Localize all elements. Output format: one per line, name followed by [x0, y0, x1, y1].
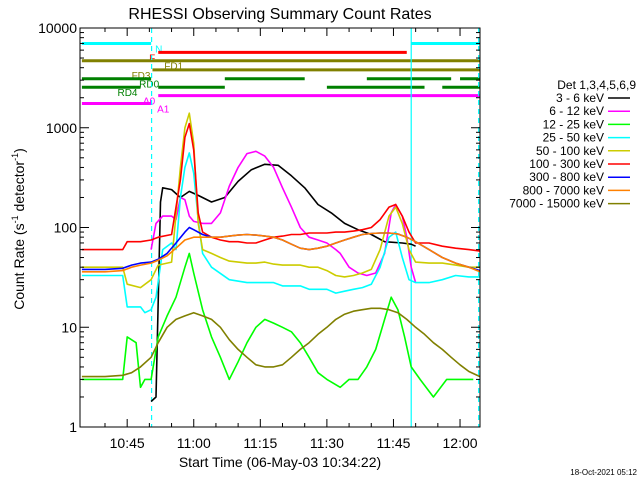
flag-label-fd3: FD3: [132, 71, 151, 82]
legend-label-50-100-kev: 50 - 100 keV: [536, 144, 604, 158]
x-tick-label-12-00: 12:00: [443, 435, 478, 451]
chart-title: RHESSI Observing Summary Count Rates: [128, 6, 431, 23]
y-tick-label-100: 100: [54, 220, 78, 236]
series-line-12-25-kev: [81, 252, 474, 398]
y-tick-label-1: 1: [69, 419, 77, 435]
y-label-text-2: detector: [11, 161, 27, 216]
legend-label-300-800-kev: 300 - 800 keV: [529, 170, 604, 184]
footer-date: 18-Oct-2021 05:12: [570, 468, 637, 477]
y-label-exponent-1: -1: [10, 215, 20, 223]
flag-label-fd1: FD1: [164, 62, 183, 73]
flag-label-a1: A1: [157, 105, 170, 116]
legend-label-12-25-kev: 12 - 25 keV: [543, 117, 604, 131]
legend-label-3-6-kev: 3 - 6 keV: [556, 91, 604, 105]
legend-label-800-7000-kev: 800 - 7000 keV: [523, 183, 604, 197]
x-tick-label-10-45: 10:45: [110, 435, 145, 451]
series-line-7000-15000-kev: [81, 307, 481, 378]
flag-label-f: F: [149, 53, 155, 64]
y-axis-label: Count Rate (s-1 detector-1): [10, 148, 27, 310]
legend-label-6-12-kev: 6 - 12 keV: [549, 104, 604, 118]
y-axis: 1 10 100 1000 10000: [38, 20, 480, 435]
legend-label-25-50-kev: 25 - 50 keV: [543, 131, 604, 145]
x-tick-label-11-00: 11:00: [177, 435, 211, 451]
legend-label-100-300-kev: 100 - 300 keV: [529, 157, 604, 171]
x-axis-label: Start Time (06-May-03 10:34:22): [179, 454, 381, 470]
x-tick-label-11-45: 11:45: [376, 435, 410, 451]
y-tick-label-1000: 1000: [46, 120, 77, 136]
flag-label-rd0: RD0: [139, 80, 159, 91]
flag-bars: NFFD1FD3RD0RD4A0A1: [81, 41, 480, 116]
x-tick-label-11-15: 11:15: [243, 435, 277, 451]
legend-title: Det 1,3,4,5,6,9: [557, 78, 636, 92]
series-line-100-300-kev: [81, 122, 481, 252]
y-label-exponent-2: -1: [10, 153, 20, 161]
x-tick-label-11-30: 11:30: [310, 435, 344, 451]
legend-label-7000-15000-kev: 7000 - 15000 keV: [509, 197, 604, 211]
series-line-25-50-kev: [81, 152, 480, 314]
x-axis: 10:45 11:00 11:15 11:30 11:45 12:00: [104, 28, 478, 451]
y-label-text-1: Count Rate (s: [11, 223, 27, 309]
y-tick-label-10: 10: [61, 319, 77, 335]
flag-label-n: N: [155, 44, 162, 55]
y-tick-label-10000: 10000: [38, 20, 77, 36]
series-line-3-6-kev: [150, 163, 416, 403]
y-label-text-3: ): [11, 148, 27, 153]
series-line-800-7000-kev: [81, 232, 481, 273]
flag-label-rd4: RD4: [117, 88, 137, 99]
data-series: [81, 112, 481, 403]
